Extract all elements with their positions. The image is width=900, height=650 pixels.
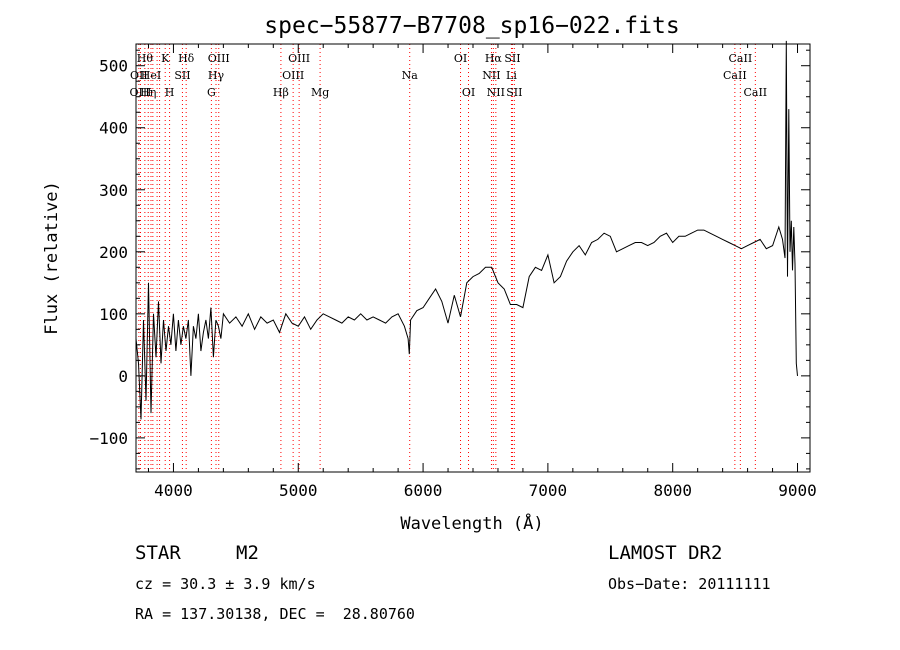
y-tick-label: 100 [99, 305, 128, 324]
line-marker-label: Hγ [208, 69, 225, 82]
x-tick-label: 7000 [529, 481, 568, 500]
line-marker-label: Hη [140, 86, 156, 99]
chart-title: spec−55877−B7708_sp16−022.fits [264, 13, 679, 39]
x-tick-label: 4000 [154, 481, 193, 500]
line-markers [138, 44, 756, 472]
y-tick-label: −100 [89, 429, 128, 448]
line-marker-label: Na [402, 69, 419, 82]
line-marker-label: HeI [141, 69, 161, 82]
y-axis-label: Flux (relative) [42, 181, 62, 335]
obs-date: Obs−Date: 20111111 [608, 575, 771, 593]
line-marker-label: Li [506, 69, 517, 82]
line-marker-label: Hθ [137, 52, 154, 65]
x-tick-label: 8000 [653, 481, 692, 500]
line-marker-label: OIII [129, 86, 151, 99]
line-marker-label: OI [462, 86, 475, 99]
line-marker-label: NII [487, 86, 505, 99]
class-label: STAR [135, 542, 181, 564]
x-tick-label: 6000 [404, 481, 443, 500]
line-marker-label: Mg [311, 86, 329, 99]
y-tick-label: 200 [99, 243, 128, 262]
line-marker-label: Hδ [178, 52, 195, 65]
x-tick-label: 9000 [778, 481, 817, 500]
line-marker-label: H [165, 86, 175, 99]
line-marker-label: OIII [288, 52, 310, 65]
line-marker-label: CaII [743, 86, 767, 99]
line-marker-label: Hβ [273, 86, 289, 99]
line-marker-label: Hα [485, 52, 503, 65]
y-tick-label: 300 [99, 181, 128, 200]
line-marker-label: OIII [282, 69, 304, 82]
y-tick-label: 500 [99, 57, 128, 76]
coordinates: RA = 137.30138, DEC = 28.80760 [135, 605, 415, 623]
survey-label: LAMOST DR2 [608, 542, 723, 564]
x-tick-label: 5000 [279, 481, 318, 500]
spectrum-line [135, 40, 798, 420]
line-marker-label: CaII [729, 52, 753, 65]
line-marker-label: SII [506, 86, 522, 99]
x-axis: 4000 5000 6000 7000 8000 9000 [147, 44, 817, 500]
velocity-readout: cz = 30.3 ± 3.9 km/s [135, 575, 316, 593]
line-marker-label: OI [454, 52, 467, 65]
subclass-label: M2 [236, 542, 259, 564]
line-marker-label: OII [130, 69, 148, 82]
line-marker-label: G [207, 86, 216, 99]
plot-frame [135, 43, 811, 473]
line-marker-label: K [161, 52, 170, 65]
line-marker-label: OIII [208, 52, 230, 65]
y-tick-label: 400 [99, 119, 128, 138]
line-marker-label: CaII [723, 69, 747, 82]
y-axis: −100 0 100 200 300 400 500 [89, 49, 810, 470]
line-marker-label: NII [482, 69, 500, 82]
line-marker-label: SII [174, 69, 190, 82]
y-tick-label: 0 [118, 367, 128, 386]
line-marker-label: SII [504, 52, 520, 65]
x-axis-label: Wavelength (Å) [400, 512, 543, 534]
